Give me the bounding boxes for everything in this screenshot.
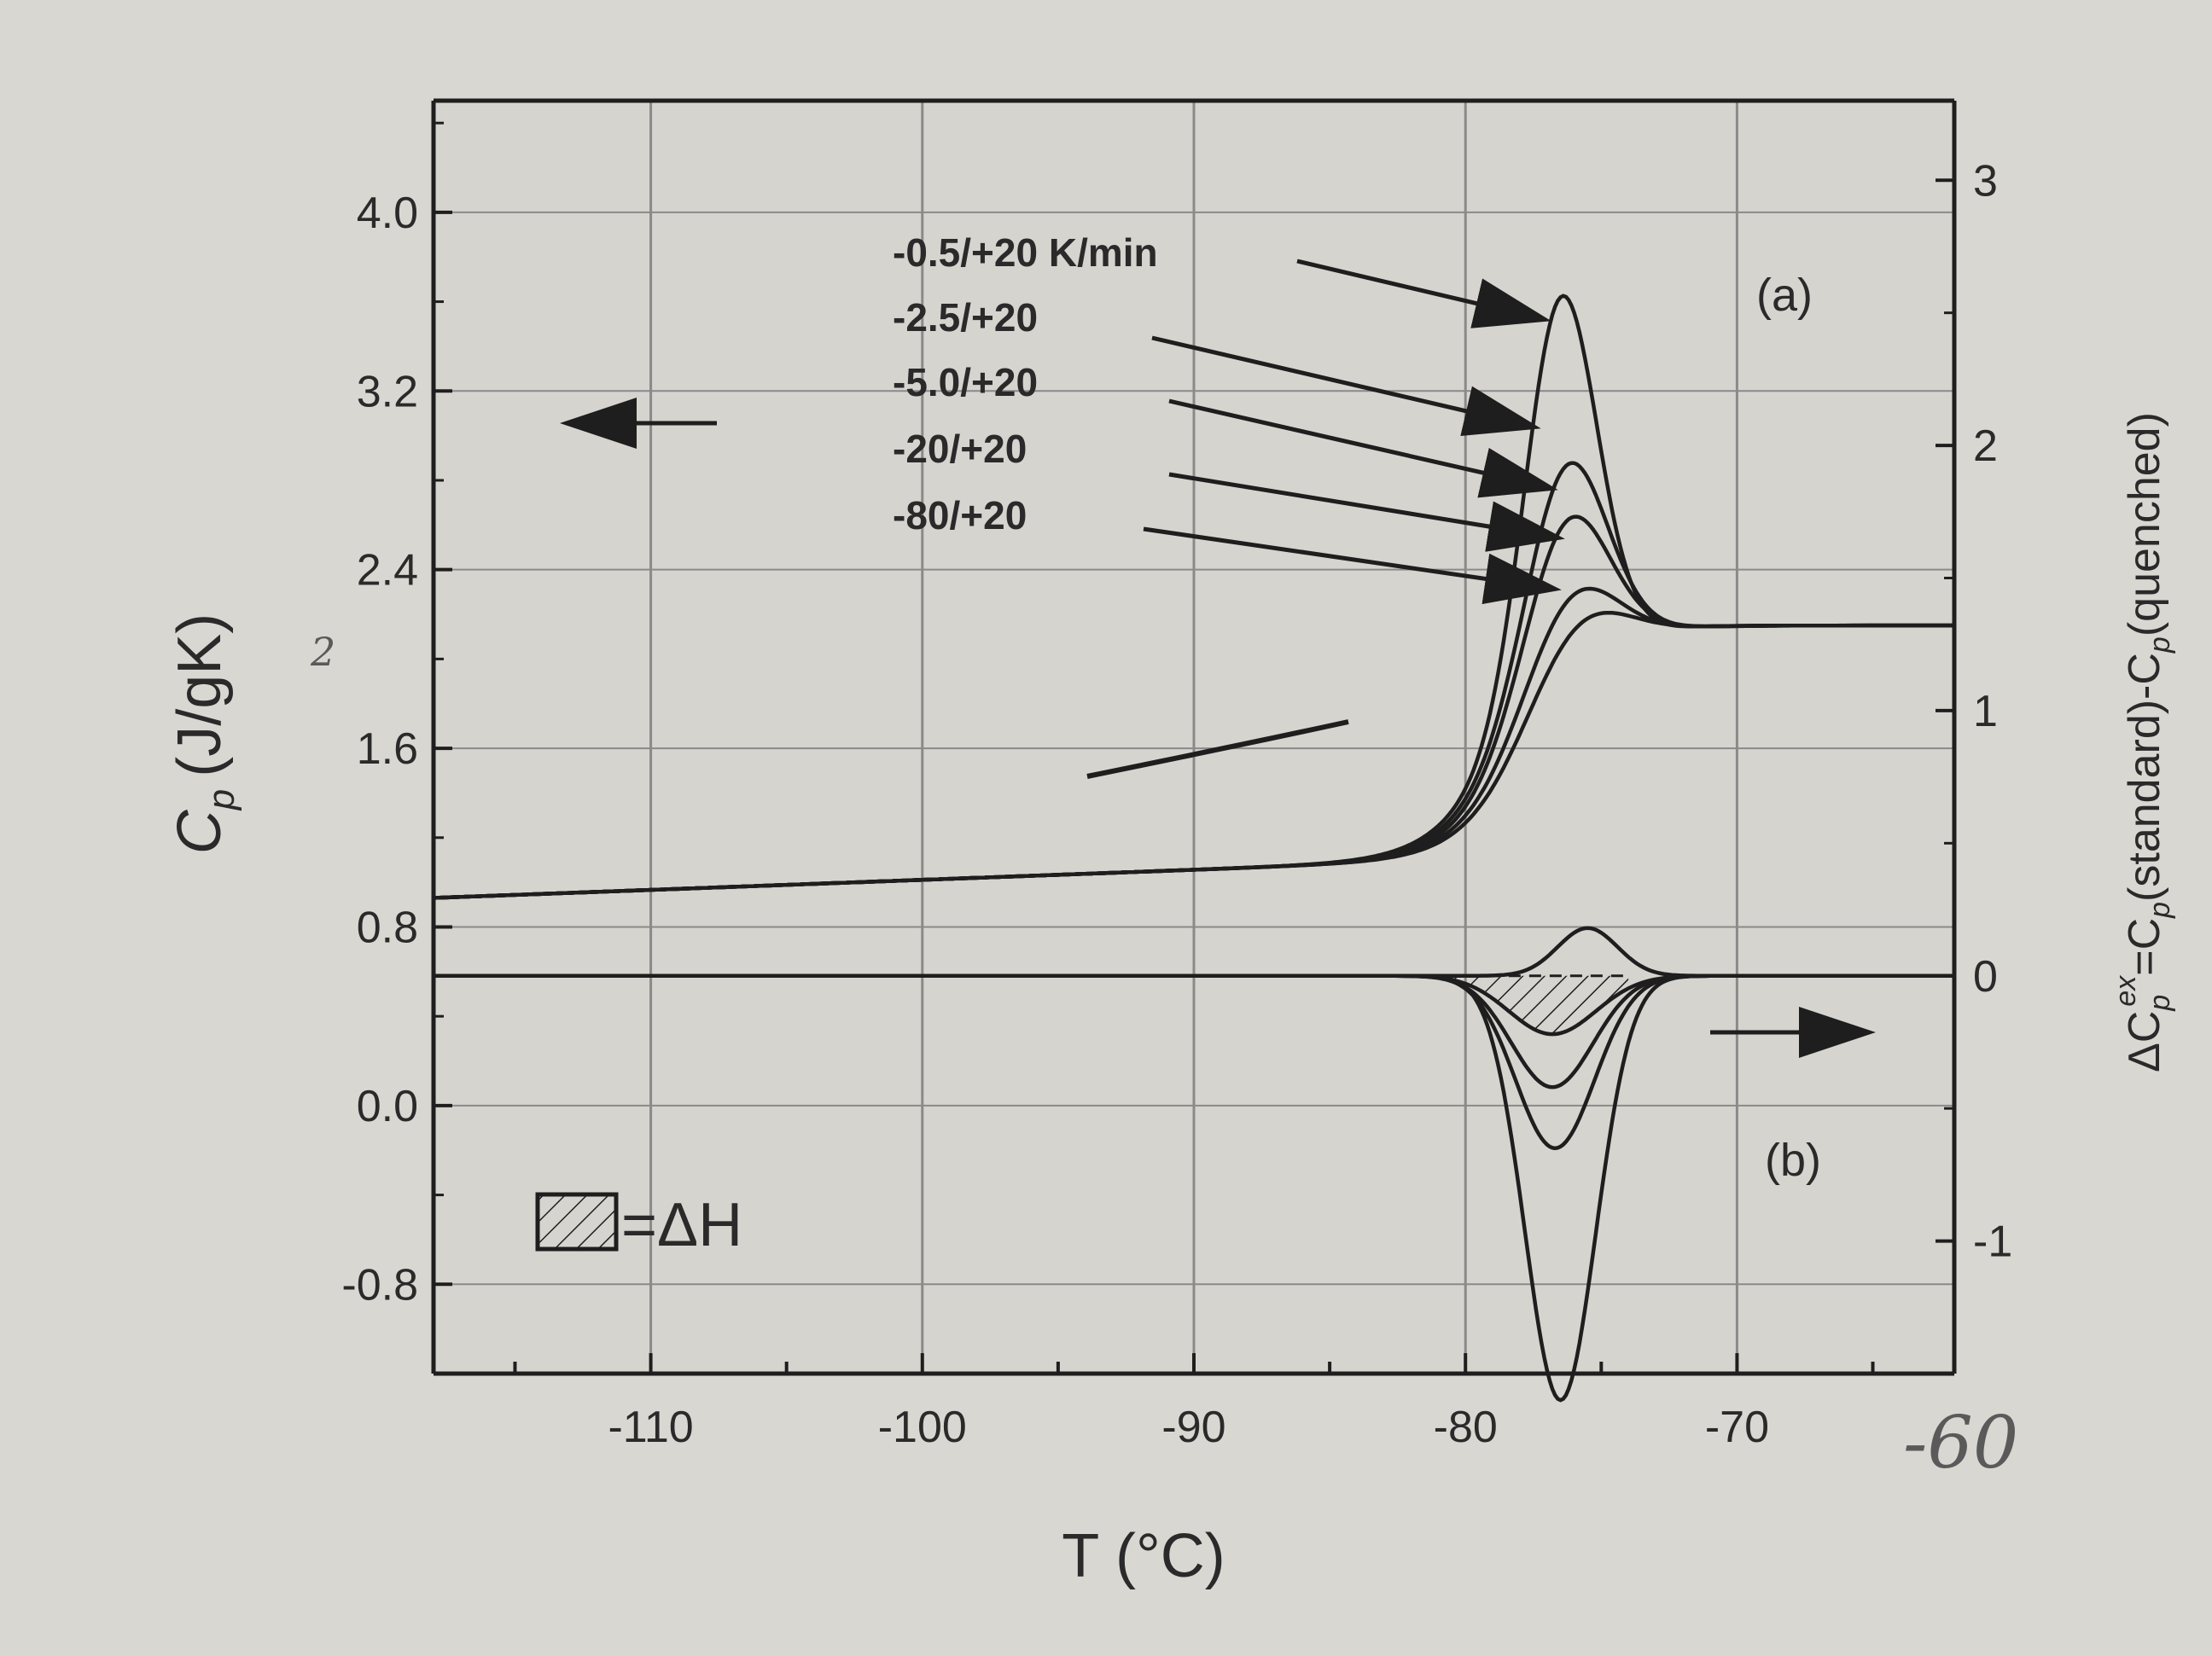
y-right-tick-label-1: 0	[1973, 952, 1998, 1002]
annotation-stroke	[1086, 719, 1349, 779]
legend-label-3: -20/+20	[893, 427, 1027, 471]
excess-series-group	[434, 926, 1954, 1403]
y-right-title-sup: ex	[2110, 975, 2142, 1007]
axes	[431, 98, 1957, 1376]
y-right-title-sub-p1: p	[2144, 995, 2176, 1012]
legend-leader-0	[1296, 259, 1551, 328]
excess-series-line-4	[434, 926, 1954, 979]
x-axis-title: T (°C)	[1062, 1522, 1225, 1590]
y-right-tick-label-2: 1	[1973, 687, 1998, 736]
x-tick-label-0: -110	[608, 1403, 693, 1452]
y-left-title-subscript: p	[201, 789, 242, 811]
y-right-title-mid: =C	[2120, 918, 2169, 976]
y-left-tick-label-2: 0.8	[357, 903, 418, 952]
legend-leader-3	[1168, 472, 1565, 552]
handwritten-tick-label: -60	[1903, 1401, 2018, 1485]
y-left-tick-label-4: 2.4	[357, 546, 418, 596]
legend-leader-1	[1151, 335, 1541, 437]
panel-label-b: (b)	[1765, 1135, 1821, 1186]
y-left-tick-label-5: 3.2	[357, 367, 418, 416]
y-right-title-rest1: (standard)-C	[2120, 653, 2169, 902]
legend-label-4: -80/+20	[893, 493, 1027, 537]
handwritten-mark: 2	[310, 629, 335, 675]
y-right-title-sub-p2: p	[2144, 902, 2176, 919]
series-line-4	[433, 610, 1954, 900]
y-right-tick-label-0: -1	[1973, 1217, 2012, 1267]
legend-leader-2	[1168, 398, 1558, 498]
tick-labels: -110 -100 -90 -80 -70-0.80.00.81.62.43.24.0-…	[341, 156, 2012, 1452]
y-right-title-delta: ΔC	[2120, 1011, 2169, 1072]
x-tick-label-4: -70	[1705, 1403, 1769, 1452]
y-left-title-unit: (J/gK)	[166, 613, 234, 777]
y-right-tick-label-3: 2	[1973, 421, 1998, 471]
x-tick-label-1: -100	[878, 1403, 967, 1452]
y-right-title-rest2: (quenched)	[2120, 412, 2169, 636]
y-left-tick-label-1: 0.0	[357, 1082, 418, 1131]
y-left-title-symbol: C	[166, 809, 234, 854]
series-group	[433, 293, 1954, 900]
hatch-legend-label: =ΔH	[621, 1191, 742, 1259]
delta-h-hatch-region	[1411, 975, 1629, 1035]
legend-label-2: -5.0/+20	[893, 360, 1038, 404]
delta-h-hatch-fill	[1411, 975, 1629, 1035]
y-left-tick-label-3: 1.6	[357, 724, 418, 774]
hatch-legend-swatch	[535, 1192, 619, 1252]
y-right-title-sub-p3: p	[2144, 636, 2176, 654]
legend-label-0: -0.5/+20 K/min	[893, 230, 1158, 275]
y-left-tick-label-6: 4.0	[357, 189, 418, 238]
y-axis-left-title: Cp (J/gK)	[166, 613, 242, 855]
legend-label-1: -2.5/+20	[893, 295, 1038, 340]
y-left-tick-label-0: -0.8	[341, 1260, 418, 1310]
y-axis-right-title: ΔCpex=Cp(standard)-Cp(quenched)	[2110, 412, 2176, 1072]
panel-label-a: (a)	[1756, 270, 1813, 321]
y-right-tick-label-4: 3	[1973, 156, 1998, 206]
x-tick-label-2: -90	[1161, 1403, 1225, 1452]
x-tick-label-3: -80	[1434, 1403, 1498, 1452]
grid	[434, 101, 1954, 1374]
legend-leader-4	[1143, 526, 1562, 605]
